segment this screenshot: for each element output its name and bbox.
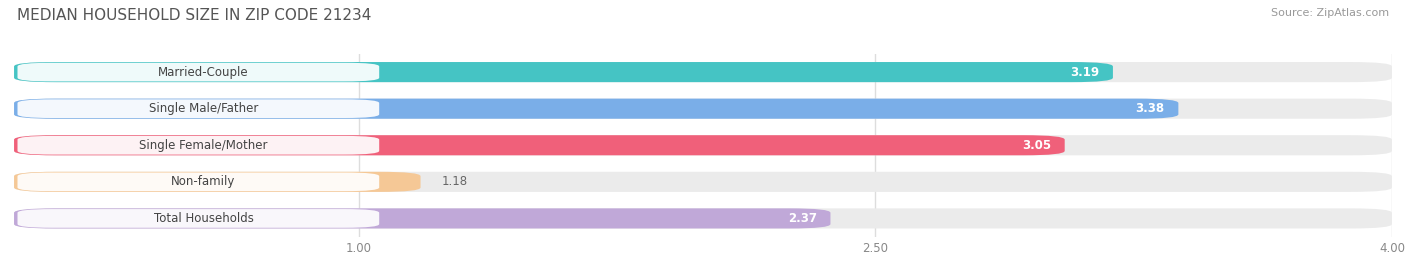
Text: Single Female/Mother: Single Female/Mother: [139, 139, 267, 152]
FancyBboxPatch shape: [14, 135, 1392, 155]
FancyBboxPatch shape: [14, 62, 1392, 82]
Text: 1.18: 1.18: [441, 175, 467, 188]
FancyBboxPatch shape: [17, 63, 380, 82]
FancyBboxPatch shape: [14, 172, 420, 192]
Text: 3.05: 3.05: [1022, 139, 1050, 152]
Text: 3.38: 3.38: [1136, 102, 1164, 115]
Text: MEDIAN HOUSEHOLD SIZE IN ZIP CODE 21234: MEDIAN HOUSEHOLD SIZE IN ZIP CODE 21234: [17, 8, 371, 23]
Text: Total Households: Total Households: [153, 212, 253, 225]
Text: 2.37: 2.37: [787, 212, 817, 225]
FancyBboxPatch shape: [14, 208, 831, 228]
FancyBboxPatch shape: [14, 99, 1178, 119]
FancyBboxPatch shape: [14, 62, 1114, 82]
Text: 3.19: 3.19: [1070, 66, 1099, 79]
Text: Source: ZipAtlas.com: Source: ZipAtlas.com: [1271, 8, 1389, 18]
Text: Non-family: Non-family: [172, 175, 236, 188]
FancyBboxPatch shape: [17, 172, 380, 191]
FancyBboxPatch shape: [14, 135, 1064, 155]
Text: Single Male/Father: Single Male/Father: [149, 102, 259, 115]
Text: Married-Couple: Married-Couple: [159, 66, 249, 79]
FancyBboxPatch shape: [14, 172, 1392, 192]
FancyBboxPatch shape: [17, 99, 380, 118]
FancyBboxPatch shape: [17, 209, 380, 228]
FancyBboxPatch shape: [14, 99, 1392, 119]
FancyBboxPatch shape: [17, 136, 380, 155]
FancyBboxPatch shape: [14, 208, 1392, 228]
